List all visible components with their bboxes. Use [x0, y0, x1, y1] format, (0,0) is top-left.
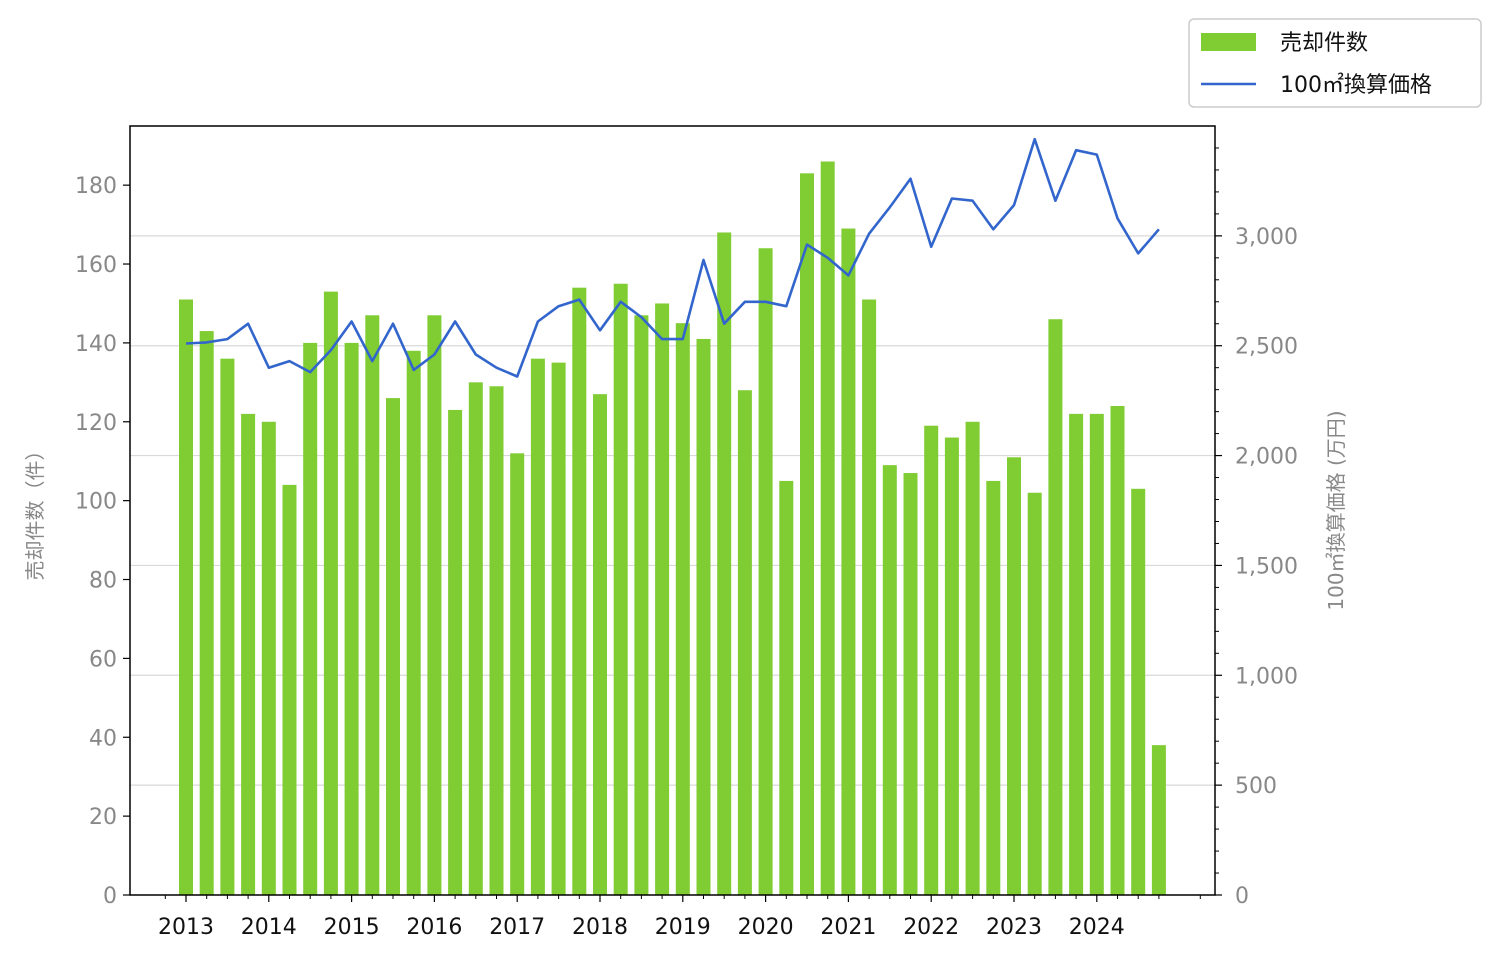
x-tick-label: 2024: [1069, 915, 1125, 940]
bar: [468, 382, 483, 895]
bar: [551, 362, 566, 896]
bar: [303, 342, 318, 895]
legend-swatch-bar: [1201, 33, 1256, 51]
bar: [944, 437, 959, 895]
right-axis-title: 100㎡換算価格 (万円): [1324, 410, 1348, 610]
legend-box: [1188, 18, 1482, 108]
x-tick-label: 2019: [655, 915, 711, 940]
bar: [903, 473, 918, 895]
right-tick-label: 3,000: [1235, 225, 1298, 250]
legend-label-line: 100㎡換算価格: [1280, 72, 1432, 98]
x-axis: 2013 2014 2015 2016 2017 2018 2019 2020 2021 2022…: [158, 895, 1201, 940]
legend-label-bar: 売却件数: [1280, 31, 1368, 56]
bar: [655, 303, 670, 895]
right-tick-label: 2,500: [1235, 335, 1298, 360]
bar: [282, 484, 297, 895]
bar: [261, 421, 276, 895]
bar: [882, 465, 897, 895]
x-tick-label: 2018: [572, 915, 628, 940]
bar: [841, 228, 856, 896]
bar: [241, 413, 256, 895]
bar: [1069, 413, 1084, 895]
left-tick-label: 160: [75, 253, 117, 278]
bar: [572, 287, 587, 896]
x-tick-label: 2016: [406, 915, 462, 940]
bar: [593, 394, 607, 895]
legend: 売却件数 100㎡換算価格: [1188, 18, 1482, 108]
bar: [986, 480, 1001, 895]
right-tick-label: 500: [1235, 774, 1277, 799]
plot-frame: [129, 125, 1216, 896]
bar: [199, 331, 214, 896]
left-axis: 0 20 40 60 80 100 120 140 160 180: [75, 174, 130, 909]
bar: [1151, 745, 1166, 895]
x-tick-label: 2017: [489, 915, 545, 940]
bar: [675, 323, 690, 896]
bar: [1027, 492, 1042, 895]
bar: [696, 338, 711, 895]
bar: [820, 161, 835, 895]
x-tick-label: 2020: [738, 915, 794, 940]
bar: [448, 409, 463, 895]
bar: [489, 386, 504, 895]
bar: [323, 291, 338, 896]
bar: [365, 315, 380, 895]
bar: [634, 315, 649, 895]
bar: [800, 173, 814, 896]
bar: [406, 350, 421, 895]
bar: [344, 342, 359, 895]
bar: [965, 421, 980, 895]
bar: [924, 425, 939, 895]
bar: [737, 390, 752, 895]
bar: [717, 232, 732, 895]
bar-series: [179, 161, 1166, 896]
price-line: [185, 137, 1160, 378]
x-tick-label: 2023: [986, 915, 1042, 940]
bar: [613, 283, 628, 895]
bar: [510, 453, 525, 895]
left-tick-label: 80: [89, 569, 117, 594]
x-tick-label: 2015: [324, 915, 380, 940]
left-axis-title: 売却件数（件）: [23, 441, 47, 581]
left-tick-label: 0: [103, 884, 117, 909]
bar: [779, 480, 794, 895]
right-tick-label: 1,500: [1235, 554, 1298, 579]
x-tick-label: 2022: [903, 915, 959, 940]
left-tick-label: 120: [75, 411, 117, 436]
bar: [862, 299, 877, 895]
left-tick-label: 60: [89, 647, 117, 672]
bar: [1048, 319, 1063, 895]
right-tick-label: 1,000: [1235, 664, 1298, 689]
x-tick-label: 2021: [820, 915, 876, 940]
bar: [1007, 457, 1021, 895]
bar: [530, 358, 545, 896]
bar: [1110, 405, 1125, 895]
bar: [386, 398, 400, 895]
bar: [758, 248, 773, 895]
left-tick-label: 140: [75, 332, 117, 357]
left-tick-label: 180: [75, 174, 117, 199]
right-tick-label: 0: [1235, 884, 1249, 909]
x-tick-label: 2014: [241, 915, 297, 940]
bar: [427, 315, 442, 895]
bar: [1131, 488, 1146, 895]
bar: [220, 358, 235, 896]
bar: [179, 299, 193, 895]
bar: [1089, 413, 1104, 895]
left-tick-label: 100: [75, 490, 117, 515]
right-axis: 0 500 1,000 1,500 2,000 2,500 3,000: [1215, 147, 1298, 909]
right-tick-label: 2,000: [1235, 445, 1298, 470]
left-tick-label: 20: [89, 805, 117, 830]
left-tick-label: 40: [89, 726, 117, 751]
line-series: [185, 137, 1160, 378]
x-tick-label: 2013: [158, 915, 214, 940]
